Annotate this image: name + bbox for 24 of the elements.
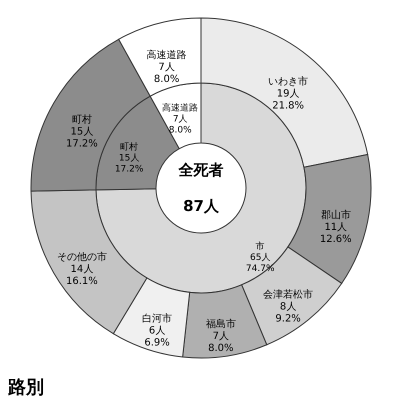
- slice-label: いわき市: [268, 76, 308, 88]
- data-label: 15人 17.2%: [114, 152, 144, 174]
- data-label: 11人 12.6%: [320, 222, 352, 246]
- data-label: 7人 8.0%: [168, 114, 192, 136]
- text: 87人: [183, 197, 220, 215]
- data-label: 19人 21.8%: [272, 88, 304, 112]
- slice-label: 町村: [120, 142, 138, 152]
- data-label: 7人 8.0%: [154, 62, 180, 85]
- data-label: 8人 9.2%: [275, 301, 301, 324]
- data-label: 14人 16.1%: [66, 264, 98, 287]
- slice-label: 高速道路: [146, 48, 187, 61]
- text: 全死者: [178, 161, 224, 179]
- slice-label: 白河市: [142, 312, 172, 324]
- data-label: 15人 17.2%: [66, 126, 98, 150]
- slice-label: 町村: [72, 113, 92, 126]
- slice-label: 郡山市: [320, 209, 351, 222]
- text: 路別: [7, 377, 44, 398]
- slice-label: 福島市: [206, 318, 236, 330]
- slice-label: 会津若松市: [263, 288, 314, 300]
- slice-label: 市: [256, 241, 265, 252]
- data-label: 7人 8.0%: [208, 331, 234, 354]
- data-label: 6人 6.9%: [144, 325, 170, 348]
- slice-label: その他の市: [56, 250, 107, 263]
- slice-label: 高速道路: [162, 102, 198, 114]
